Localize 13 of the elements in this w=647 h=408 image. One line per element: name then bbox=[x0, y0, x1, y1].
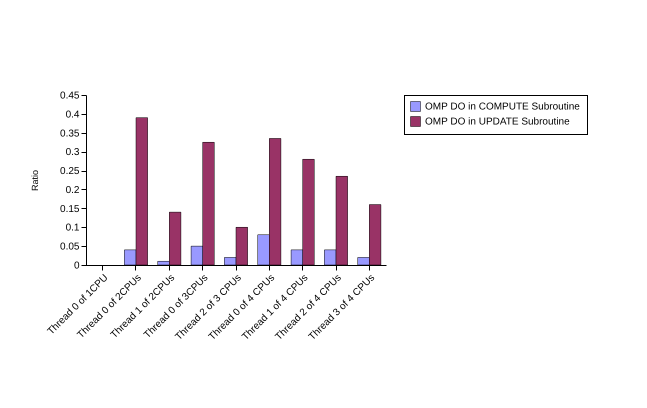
y-tick-label: 0 bbox=[74, 260, 80, 272]
y-tick-label: 0.45 bbox=[60, 90, 80, 102]
y-tick-label: 0.15 bbox=[60, 204, 80, 215]
y-tick-label: 0.05 bbox=[60, 242, 80, 253]
y-tick-label: 0.3 bbox=[66, 147, 80, 158]
legend-label: OMP DO in COMPUTE Subroutine bbox=[425, 102, 580, 112]
legend-label: OMP DO in UPDATE Subroutine bbox=[425, 116, 570, 128]
y-axis-title: Ratio bbox=[30, 170, 40, 192]
y-tick-label: 0.4 bbox=[66, 109, 80, 120]
y-tick-label: 0.1 bbox=[66, 222, 80, 234]
y-tick-label: 0.25 bbox=[60, 166, 80, 178]
y-tick-label: 0.35 bbox=[60, 128, 80, 140]
y-tick-label: 0.2 bbox=[66, 184, 80, 196]
